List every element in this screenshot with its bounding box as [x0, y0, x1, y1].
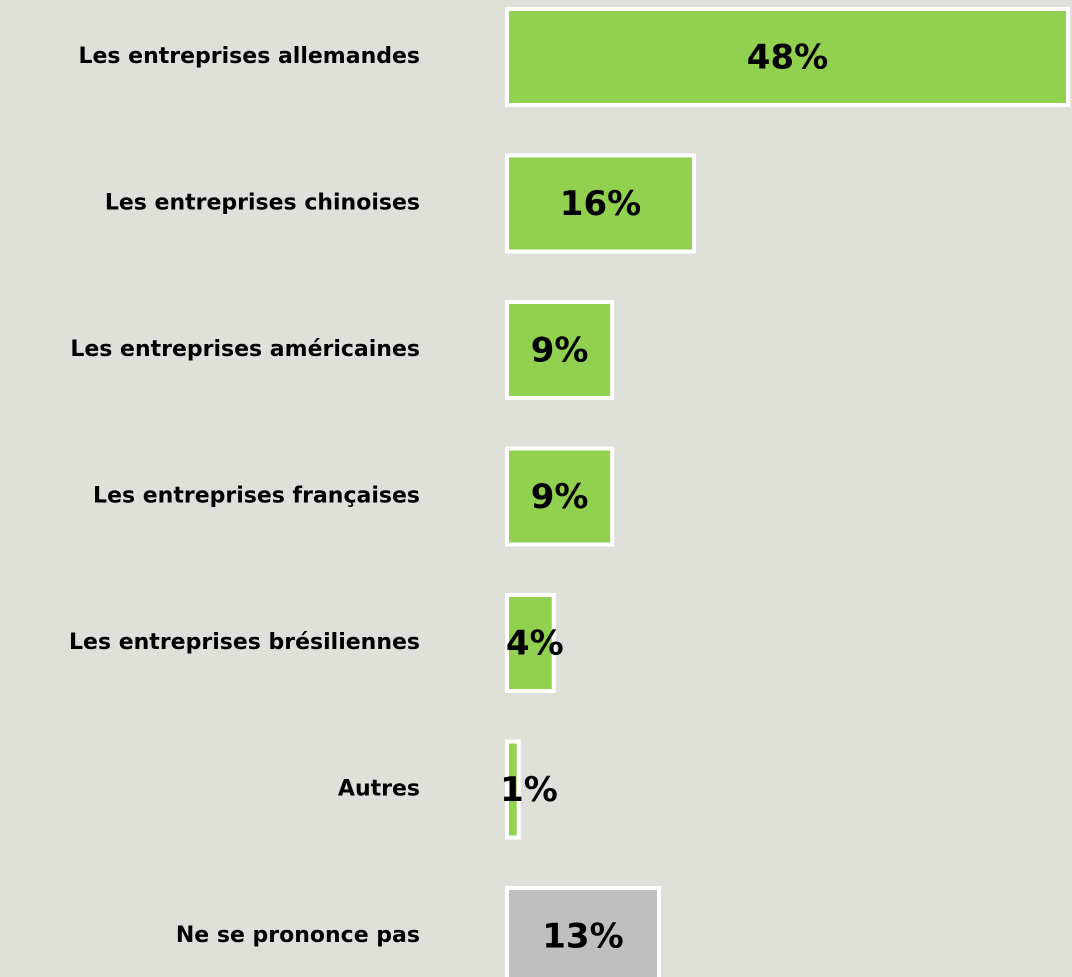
bar [505, 300, 615, 400]
bar [505, 886, 661, 977]
bar [505, 446, 615, 547]
value-label: 48% [747, 38, 828, 78]
category-label: Les entreprises françaises [93, 484, 420, 509]
category-label: Autres [338, 777, 420, 802]
value-label: 9% [531, 331, 589, 371]
value-label: 1% [500, 770, 558, 810]
category-label: Ne se prononce pas [176, 923, 420, 948]
category-label: Les entreprises allemandes [78, 44, 420, 69]
value-label: 9% [531, 477, 589, 517]
bar [505, 739, 521, 840]
bar [505, 7, 1070, 107]
category-label: Les entreprises américaines [70, 337, 420, 362]
bar [505, 153, 696, 254]
category-label: Les entreprises brésiliennes [69, 630, 420, 655]
bar [505, 593, 556, 693]
value-label: 4% [506, 624, 564, 664]
value-label: 16% [560, 184, 641, 224]
value-label: 13% [542, 917, 623, 957]
category-label: Les entreprises chinoises [105, 191, 420, 216]
